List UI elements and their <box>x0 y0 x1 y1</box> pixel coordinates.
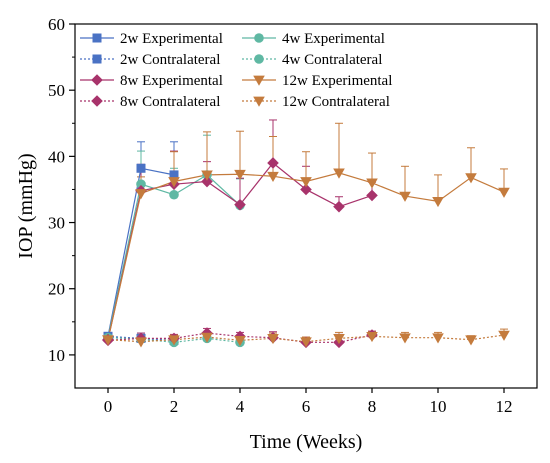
data-point <box>333 334 345 345</box>
data-point <box>432 197 444 208</box>
data-point <box>267 334 279 345</box>
y-tick-label: 20 <box>48 280 65 299</box>
data-point <box>333 168 345 179</box>
data-point <box>498 330 510 341</box>
x-tick-label: 4 <box>236 397 245 416</box>
data-point <box>366 332 378 343</box>
data-point <box>168 335 180 346</box>
axis-ticks: 0 2 4 6 8 10 12 10 20 30 40 50 60 <box>48 15 513 416</box>
data-point <box>169 170 179 180</box>
y-tick-label: 40 <box>48 147 65 166</box>
legend: 2w Experimental 2w Contralateral 4w Experi… <box>80 31 392 110</box>
y-axis-title: IOP (mmHg) <box>15 153 37 258</box>
legend-marker <box>91 95 103 107</box>
legend-label: 4w Contralateral <box>282 52 382 68</box>
legend-label: 12w Contralateral <box>282 94 390 110</box>
data-point <box>234 335 246 347</box>
data-point <box>234 198 246 211</box>
data-point <box>135 189 147 200</box>
data-point <box>169 189 179 200</box>
x-tick-label: 12 <box>496 397 513 416</box>
y-tick-label: 10 <box>48 346 65 365</box>
data-point <box>300 183 312 196</box>
data-point <box>267 157 279 169</box>
data-point <box>267 171 279 183</box>
legend-marker <box>253 96 265 107</box>
legend-marker <box>92 33 102 43</box>
data-point <box>399 191 411 202</box>
data-point <box>168 177 180 188</box>
x-tick-label: 0 <box>104 397 113 416</box>
data-point <box>432 333 444 344</box>
data-point <box>201 175 213 188</box>
data-point <box>366 189 378 202</box>
legend-label: 4w Experimental <box>282 31 385 47</box>
x-tick-label: 6 <box>302 397 311 416</box>
legend-marker <box>253 75 265 86</box>
legend-label: 2w Contralateral <box>120 52 220 68</box>
data-point <box>465 173 477 184</box>
data-point <box>234 169 246 181</box>
y-tick-label: 60 <box>48 15 65 34</box>
data-point <box>136 179 146 189</box>
data-point <box>333 200 345 213</box>
y-tick-label: 50 <box>48 81 65 100</box>
legend-marker <box>254 54 264 64</box>
data-point <box>201 332 213 343</box>
data-point <box>399 333 411 344</box>
legend-marker <box>91 74 103 86</box>
y-tick-label: 30 <box>48 214 65 233</box>
data-point <box>300 337 312 348</box>
x-tick-label: 10 <box>430 397 447 416</box>
legend-label: 12w Experimental <box>282 73 392 89</box>
data-point <box>465 335 477 346</box>
legend-label: 2w Experimental <box>120 31 223 47</box>
data-point <box>300 177 312 188</box>
series-line <box>107 172 505 340</box>
error-bars <box>104 119 508 343</box>
legend-marker <box>92 54 102 64</box>
data-point <box>102 335 114 346</box>
x-tick-label: 8 <box>368 397 377 416</box>
legend-marker <box>254 33 264 43</box>
data-point <box>498 187 510 198</box>
data-point <box>366 178 378 189</box>
x-axis-title: Time (Weeks) <box>250 431 363 453</box>
x-tick-label: 2 <box>170 397 179 416</box>
data-point <box>201 170 213 181</box>
series-markers <box>102 157 510 349</box>
legend-label: 8w Experimental <box>120 73 223 89</box>
data-point <box>135 337 147 348</box>
legend-label: 8w Contralateral <box>120 94 220 110</box>
data-point <box>136 163 146 173</box>
